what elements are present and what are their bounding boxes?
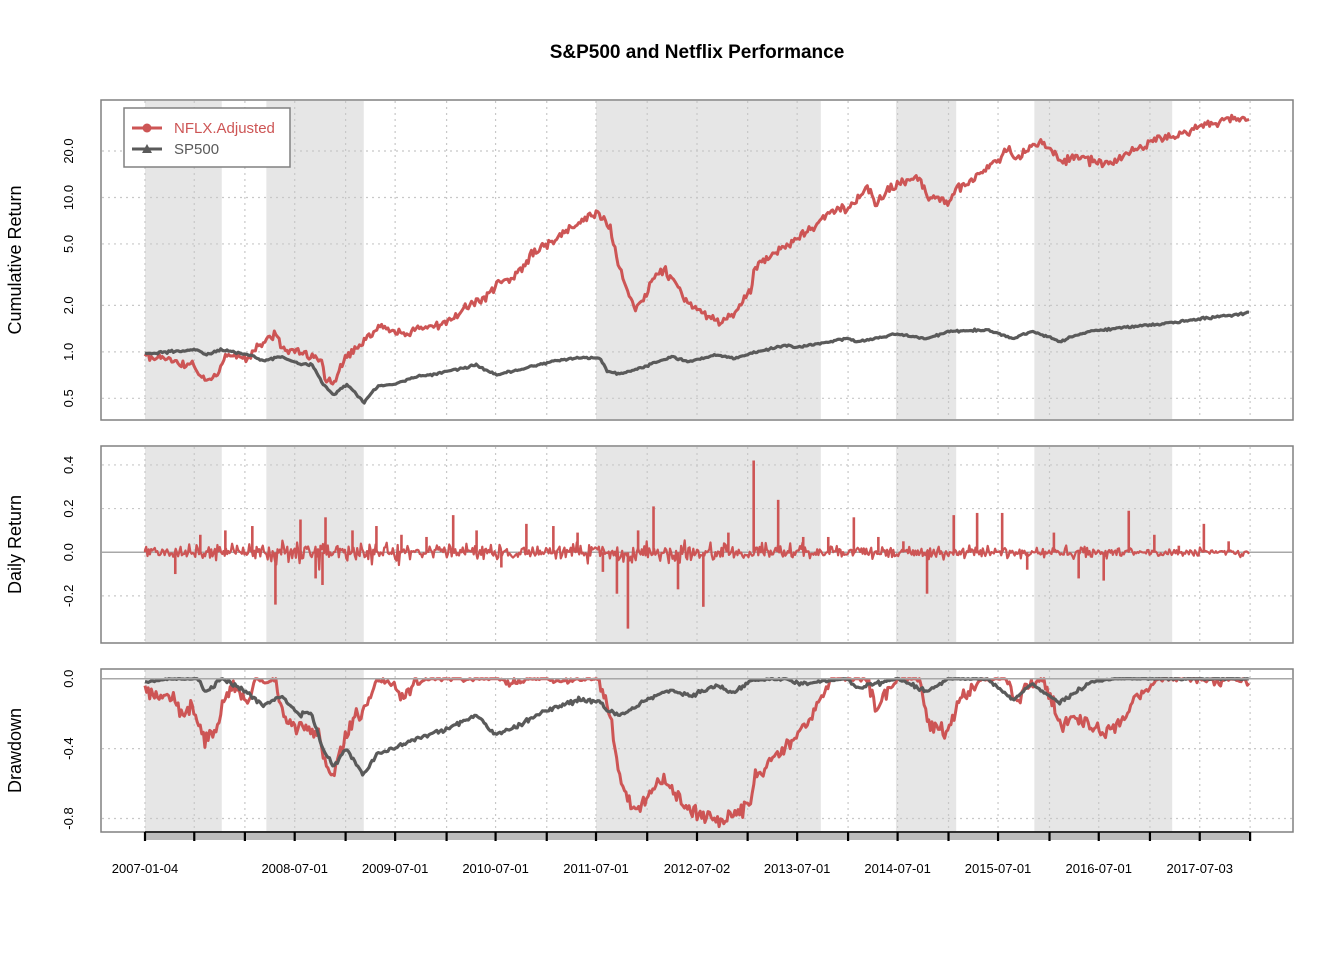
ytick-label-daily-3: 0.4 [61, 456, 76, 474]
ytick-label-daily-0: -0.2 [61, 585, 76, 607]
chart-title: S&P500 and Netflix Performance [550, 42, 845, 63]
ytick-label-drawdown-1: -0.4 [61, 737, 76, 759]
x-tick-label-10: 2017-07-03 [1166, 861, 1233, 876]
legend-marker-0 [142, 123, 152, 133]
legend-label-0: NFLX.Adjusted [174, 120, 275, 137]
ytick-label-cumulative-2: 2.0 [61, 296, 76, 314]
x-tick-label-9: 2016-07-01 [1066, 861, 1133, 876]
shaded-period-daily-4 [1034, 447, 1173, 642]
series-sp500-drawdown [144, 677, 1250, 777]
x-tick-label-3: 2010-07-01 [462, 861, 529, 876]
panel-frame-cumulative [100, 99, 1294, 421]
legend-box [123, 107, 291, 168]
panel-daily: -0.2 0.0 0.2 0.4 Daily Return [5, 445, 1294, 644]
shaded-period-drawdown-3 [895, 670, 957, 831]
panels: 0.5 1.0 2.0 5.0 10.0 20.0 Cumulative Return -0.… [5, 99, 1294, 833]
shaded-period-daily-3 [895, 447, 957, 642]
shaded-period-daily-0 [145, 447, 222, 642]
panel-drawdown: -0.8 -0.4 0.0 Drawdown [5, 668, 1294, 833]
ytick-label-drawdown-0: -0.8 [61, 807, 76, 829]
ytick-label-cumulative-0: 0.5 [61, 389, 76, 407]
shaded-period-cumulative-2 [596, 101, 821, 419]
ytick-label-cumulative-1: 1.0 [61, 343, 76, 361]
ylabel-drawdown: Drawdown [5, 708, 25, 793]
ytick-label-cumulative-3: 5.0 [61, 235, 76, 253]
series-nflx-cumulative [143, 113, 1250, 386]
shaded-period-cumulative-3 [895, 101, 957, 419]
ytick-label-cumulative-5: 20.0 [61, 138, 76, 163]
x-tick-label-5: 2012-07-02 [664, 861, 731, 876]
shaded-period-drawdown-4 [1034, 670, 1173, 831]
ylabel-daily: Daily Return [5, 495, 25, 594]
legend: NFLX.Adjusted SP500 [123, 107, 291, 168]
x-tick-label-1: 2008-07-01 [261, 861, 328, 876]
legend-marker-1 [142, 144, 152, 153]
panel-frame-daily [100, 445, 1294, 644]
series-nflx-daily [143, 539, 1250, 571]
x-tick-label-8: 2015-07-01 [965, 861, 1032, 876]
ytick-label-cumulative-4: 10.0 [61, 185, 76, 210]
x-tick-label-4: 2011-07-01 [563, 861, 629, 876]
panel-cumulative: 0.5 1.0 2.0 5.0 10.0 20.0 Cumulative Return [5, 99, 1294, 421]
shaded-period-daily-2 [596, 447, 821, 642]
series-nflx-drawdown [143, 677, 1251, 829]
x-axis: 2007-01-04 2008-07-01 2009-07-01 2010-07-01… [112, 831, 1252, 876]
ytick-label-daily-1: 0.0 [61, 543, 76, 561]
shaded-period-cumulative-4 [1034, 101, 1173, 419]
x-tick-label-7: 2014-07-01 [864, 861, 931, 876]
ytick-label-drawdown-2: 0.0 [61, 670, 76, 688]
ytick-label-daily-2: 0.2 [61, 500, 76, 518]
series-sp500-cumulative [144, 310, 1250, 405]
legend-label-1: SP500 [174, 141, 219, 158]
x-tick-label-2: 2009-07-01 [362, 861, 429, 876]
ylabel-cumulative: Cumulative Return [5, 185, 25, 334]
x-tick-label-6: 2013-07-01 [764, 861, 831, 876]
x-tick-label-0: 2007-01-04 [112, 861, 179, 876]
